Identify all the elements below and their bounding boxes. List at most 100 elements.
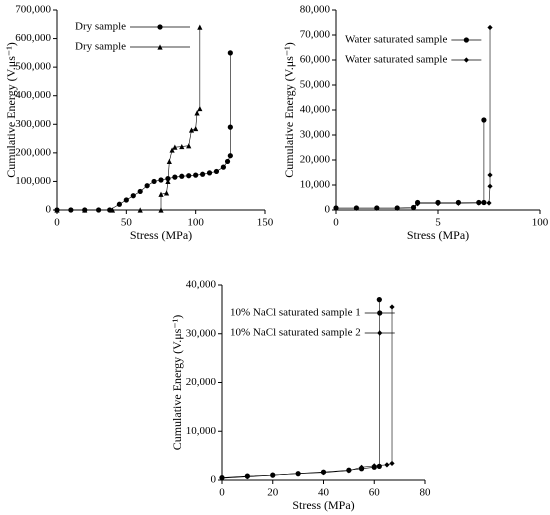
data-point [476,200,482,206]
data-point [172,144,178,150]
x-tick-label: 60 [369,487,381,499]
y-tick-label: 400,000 [15,89,51,101]
data-point [213,168,220,175]
y-tick-label: 60,000 [300,54,331,66]
data-point [137,207,143,213]
data-point [193,172,199,178]
y-tick-label: 600,000 [15,32,51,44]
data-point [200,171,206,177]
data-point [455,200,461,206]
x-axis-label: Stress (MPa) [292,498,354,512]
data-point [394,205,400,211]
data-point [194,110,200,116]
data-point [320,470,327,476]
legend-label: Water saturated sample [345,34,447,46]
data-point [144,183,150,189]
data-point [186,173,192,179]
x-axis-label: Stress (MPa) [130,228,192,242]
y-tick-label: 80,000 [300,4,331,16]
legend-marker [157,24,163,30]
x-axis-label: Stress (MPa) [407,228,469,242]
data-point [219,475,225,481]
y-tick-label: 40,000 [186,279,217,291]
y-tick-label: 50,000 [300,79,331,91]
data-point [163,190,170,196]
legend-label: Water saturated sample [345,54,447,66]
data-point [197,105,203,112]
data-point [227,50,233,56]
data-point [165,178,171,185]
y-tick-label: 40,000 [300,104,331,116]
data-point [295,471,301,477]
data-point [371,463,377,469]
data-point [109,207,116,213]
y-axis-label: Cumulative Energy (V.μs⁻¹) [282,42,296,178]
legend-marker [377,310,383,316]
y-tick-label: 30,000 [186,327,217,339]
y-tick-label: 10,000 [300,179,331,191]
data-point [224,158,231,165]
y-axis-label: Cumulative Energy (V.μs⁻¹) [4,42,18,178]
y-tick-label: 500,000 [15,61,51,73]
y-tick-label: 700,000 [15,4,51,16]
data-point [376,463,382,469]
data-point [166,158,172,165]
data-point [116,201,122,207]
data-point [346,468,352,474]
data-point [130,193,136,199]
x-tick-label: 80 [420,487,432,499]
data-point [376,297,382,303]
data-point [353,205,359,211]
data-point [54,207,60,213]
x-tick-label: 150 [257,217,274,229]
legend-marker [157,44,163,50]
data-point [186,143,192,149]
y-tick-label: 20,000 [300,154,331,166]
data-point [487,172,493,178]
data-point [481,117,487,123]
data-point [227,153,233,159]
x-tick-label: 0 [219,487,225,499]
data-point [193,125,199,132]
y-tick-label: 200,000 [15,146,51,158]
y-tick-label: 20,000 [186,376,217,388]
y-tick-label: 300,000 [15,118,51,130]
data-point [270,472,276,478]
x-tick-label: 20 [267,487,279,499]
data-point [435,200,441,207]
legend-marker [463,37,469,43]
y-tick-label: 0 [46,204,52,216]
data-point [169,147,175,153]
data-point [158,207,164,213]
data-point [389,304,395,310]
data-point [227,124,233,130]
data-point [158,177,164,183]
data-point [179,173,185,179]
data-point [358,464,365,470]
x-tick-label: 100 [532,217,549,229]
legend-label: 10% NaCl saturated sample 1 [230,307,361,319]
data-point [333,205,339,211]
legend-label: Dry sample [75,41,126,53]
x-tick-label: 0 [333,217,339,229]
data-point [415,201,421,207]
x-tick-label: 5 [435,217,441,229]
data-point [172,174,178,180]
legend-label: 10% NaCl saturated sample 2 [230,327,361,339]
data-point [220,164,226,170]
data-point [188,127,195,133]
y-axis-label: Cumulative Energy (V.μs⁻¹) [170,315,184,451]
data-point [389,460,395,467]
data-point [151,178,157,185]
data-point [487,24,493,31]
y-tick-label: 0 [325,204,331,216]
data-point [487,183,493,189]
data-point [123,197,129,203]
y-tick-label: 10,000 [186,425,217,437]
x-tick-label: 0 [54,217,60,229]
y-tick-label: 70,000 [300,29,331,41]
x-tick-label: 40 [318,487,330,499]
x-tick-label: 50 [121,217,133,229]
series-line [57,52,231,211]
